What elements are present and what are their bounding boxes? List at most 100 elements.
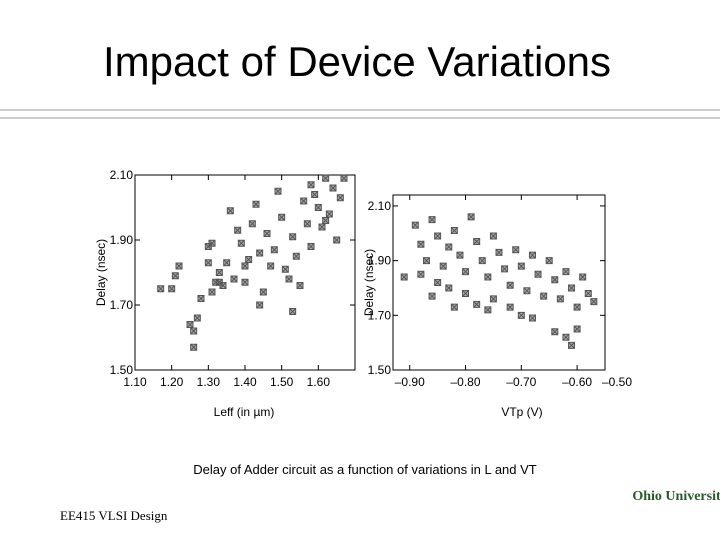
- data-point: [568, 341, 576, 349]
- marker: [417, 240, 425, 248]
- data-point: [186, 321, 194, 328]
- data-point: [562, 268, 570, 276]
- marker: [336, 194, 344, 202]
- y-tick-label: 2.10: [110, 168, 134, 182]
- footer: EE415 VLSI Design: [60, 508, 168, 523]
- data-point: [462, 268, 470, 276]
- data-point: [484, 273, 492, 281]
- marker: [545, 257, 553, 265]
- marker: [512, 246, 520, 254]
- marker: [506, 281, 514, 289]
- marker: [267, 262, 275, 270]
- marker: [579, 273, 587, 281]
- marker: [256, 249, 264, 257]
- y-tick-label: 1.90: [110, 233, 134, 247]
- data-point: [325, 210, 333, 218]
- data-point: [573, 303, 581, 311]
- marker: [462, 289, 470, 297]
- y-tick-label: 1.70: [368, 308, 392, 322]
- data-point: [528, 314, 536, 322]
- data-point: [311, 191, 319, 198]
- data-point: [467, 213, 475, 221]
- data-point: [230, 275, 238, 283]
- marker: [237, 239, 245, 247]
- data-point: [333, 236, 341, 244]
- data-point: [450, 227, 458, 235]
- data-point: [422, 257, 430, 265]
- data-point: [267, 262, 275, 270]
- marker: [340, 174, 348, 182]
- data-point: [208, 239, 216, 247]
- marker: [157, 285, 165, 293]
- data-point: [439, 262, 447, 270]
- data-point: [171, 272, 179, 280]
- marker: [289, 233, 297, 241]
- data-point: [241, 262, 249, 270]
- data-point: [495, 248, 503, 256]
- marker: [208, 239, 216, 247]
- data-point: [506, 303, 514, 311]
- data-point: [551, 328, 559, 336]
- y-tick-label: 1.70: [110, 298, 134, 312]
- x-axis-label: Leff (in µm): [214, 405, 275, 419]
- marker: [289, 308, 297, 315]
- marker: [484, 306, 492, 314]
- marker: [292, 252, 300, 260]
- data-point: [568, 284, 576, 292]
- data-point: [450, 303, 458, 311]
- marker: [473, 300, 481, 308]
- data-point: [473, 300, 481, 308]
- marker: [573, 303, 581, 311]
- marker: [300, 197, 308, 205]
- marker: [562, 268, 570, 276]
- data-point: [456, 251, 464, 259]
- data-point: [190, 343, 198, 351]
- marker: [175, 262, 183, 270]
- marker: [208, 288, 216, 296]
- marker: [462, 268, 470, 276]
- marker: [568, 341, 576, 349]
- marker: [528, 314, 536, 322]
- data-point: [252, 200, 260, 208]
- x-tick-label: 1.40: [233, 375, 257, 389]
- marker: [551, 276, 559, 284]
- marker: [219, 282, 227, 289]
- marker: [168, 285, 176, 293]
- data-point: [237, 239, 245, 247]
- marker: [226, 207, 234, 215]
- marker: [303, 220, 311, 228]
- y-axis-label: Delay (nsec): [362, 249, 376, 316]
- data-point: [190, 327, 198, 335]
- marker: [263, 230, 271, 237]
- marker: [590, 298, 598, 306]
- data-point: [256, 249, 264, 257]
- x-tick-label: –0.80: [451, 375, 481, 389]
- data-point: [489, 232, 497, 240]
- data-point: [289, 233, 297, 241]
- x-tick-label: 1.50: [270, 375, 294, 389]
- marker: [556, 295, 564, 303]
- marker: [270, 246, 278, 254]
- y-tick-label: 1.50: [110, 363, 134, 377]
- data-point: [322, 174, 330, 182]
- marker: [489, 232, 497, 240]
- marker: [584, 289, 592, 297]
- plot-frame: [392, 194, 606, 371]
- marker: [171, 272, 179, 280]
- marker: [428, 216, 436, 224]
- data-point: [584, 289, 592, 297]
- x-tick-label: –0.90: [395, 375, 425, 389]
- marker: [523, 287, 531, 295]
- data-point: [590, 298, 598, 306]
- marker: [422, 257, 430, 265]
- data-point: [534, 270, 542, 278]
- x-tick-label: 1.30: [197, 375, 221, 389]
- data-point: [434, 232, 442, 240]
- x-tick-label: 1.20: [160, 375, 184, 389]
- data-point: [215, 269, 223, 276]
- logo: Ohio University: [632, 489, 720, 504]
- marker: [281, 265, 289, 273]
- marker: [411, 221, 419, 229]
- data-point: [296, 282, 304, 289]
- marker: [333, 236, 341, 244]
